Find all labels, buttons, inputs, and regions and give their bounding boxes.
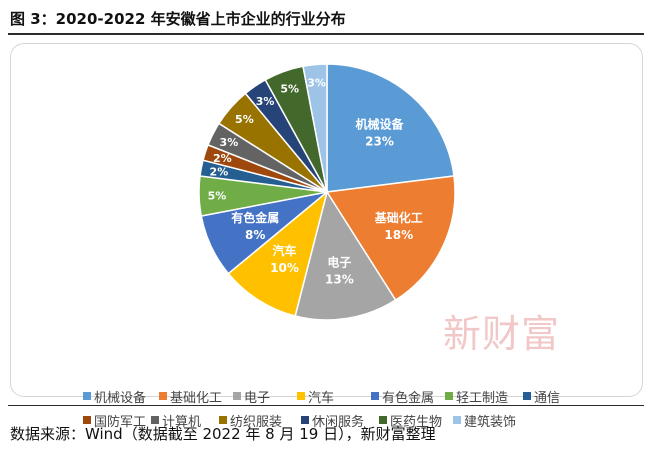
title-divider — [8, 33, 644, 35]
pie-chart: 机械设备23%基础化工18%电子13%汽车10%有色金属8%5%2%2%3%5%… — [198, 63, 456, 321]
slice-value-label-8: 2% — [213, 152, 232, 165]
legend-swatch — [445, 392, 453, 400]
legend-label: 通信 — [534, 390, 561, 406]
legend-label: 休闲服务 — [312, 414, 365, 430]
pie-slice-3 — [294, 190, 397, 321]
legend-swatch — [523, 392, 531, 400]
pie-slice-1 — [326, 63, 455, 193]
slice-value-label-11: 3% — [256, 95, 275, 108]
source-divider — [8, 405, 644, 406]
legend-label: 医药生物 — [390, 414, 443, 430]
source-note: 数据来源：Wind（数据截至 2022 年 8 月 19 日），新财富整理 — [10, 425, 436, 443]
legend-item: 有色金属 — [371, 388, 435, 406]
chart-frame: 机械设备 23% 基础化工 18% 电子 13% 汽车 10% 有色金属 8% 5% 2% 2% 3% 5%… — [10, 43, 643, 430]
slice-category-label-2: 基础化工 — [374, 210, 423, 225]
pie-slice-2 — [325, 175, 456, 302]
legend-item: 通信 — [523, 388, 561, 406]
slice-value-label-12: 5% — [280, 82, 299, 95]
slice-category-label-4: 汽车 — [272, 243, 296, 258]
legend-label: 汽车 — [308, 390, 335, 406]
legend-swatch — [83, 416, 91, 424]
legend-swatch — [151, 416, 159, 424]
slice-value-label-6: 5% — [208, 190, 227, 203]
legend-item: 电子 — [233, 388, 271, 406]
legend-label: 有色金属 — [382, 390, 435, 406]
figure-title: 图 3：2020-2022 年安徽省上市企业的行业分布 — [10, 10, 346, 28]
watermark: 新财富 — [443, 312, 561, 356]
legend-swatch — [301, 416, 309, 424]
slice-value-label-5: 8% — [245, 228, 265, 242]
legend-item: 轻工制造 — [445, 388, 509, 406]
legend-swatch — [159, 392, 167, 400]
legend-item: 汽车 — [297, 388, 335, 406]
slice-value-label-3: 13% — [325, 272, 354, 286]
legend-label: 计算机 — [162, 414, 202, 430]
slice-value-label-13: 3% — [307, 76, 326, 89]
slice-category-label-3: 电子 — [327, 254, 351, 269]
legend-label: 纺织服装 — [230, 414, 283, 430]
legend-item: 纺织服装 — [219, 412, 283, 430]
legend-label: 基础化工 — [170, 390, 223, 406]
legend-swatch — [233, 392, 241, 400]
slice-category-label-1: 机械设备 — [355, 117, 404, 132]
legend-swatch — [371, 392, 379, 400]
legend-label: 国防军工 — [94, 414, 147, 430]
legend-label: 电子 — [244, 390, 271, 406]
legend-item: 建筑装饰 — [453, 412, 517, 430]
slice-value-label-10: 5% — [235, 113, 254, 126]
pie-slice-4 — [227, 189, 329, 317]
slice-category-label-5: 有色金属 — [231, 210, 279, 225]
legend-label: 机械设备 — [94, 390, 147, 406]
legend-swatch — [83, 392, 91, 400]
legend-item: 基础化工 — [159, 388, 223, 406]
legend-swatch — [297, 392, 305, 400]
slice-value-label-1: 23% — [365, 135, 394, 149]
legend-item: 休闲服务 — [301, 412, 365, 430]
slice-value-label-4: 10% — [270, 261, 299, 275]
legend-swatch — [453, 416, 461, 424]
slice-value-label-7: 2% — [210, 165, 229, 178]
legend-item: 机械设备 — [83, 388, 147, 406]
legend-label: 建筑装饰 — [464, 414, 517, 430]
slice-value-label-2: 18% — [384, 228, 413, 242]
legend-item: 国防军工 — [83, 412, 147, 430]
legend-item: 计算机 — [151, 412, 202, 430]
legend-swatch — [219, 416, 227, 424]
slice-value-label-9: 3% — [220, 136, 239, 149]
legend-swatch — [379, 416, 387, 424]
legend-label: 轻工制造 — [456, 390, 509, 406]
legend-item: 医药生物 — [379, 412, 443, 430]
pie-slice-13 — [302, 63, 328, 193]
